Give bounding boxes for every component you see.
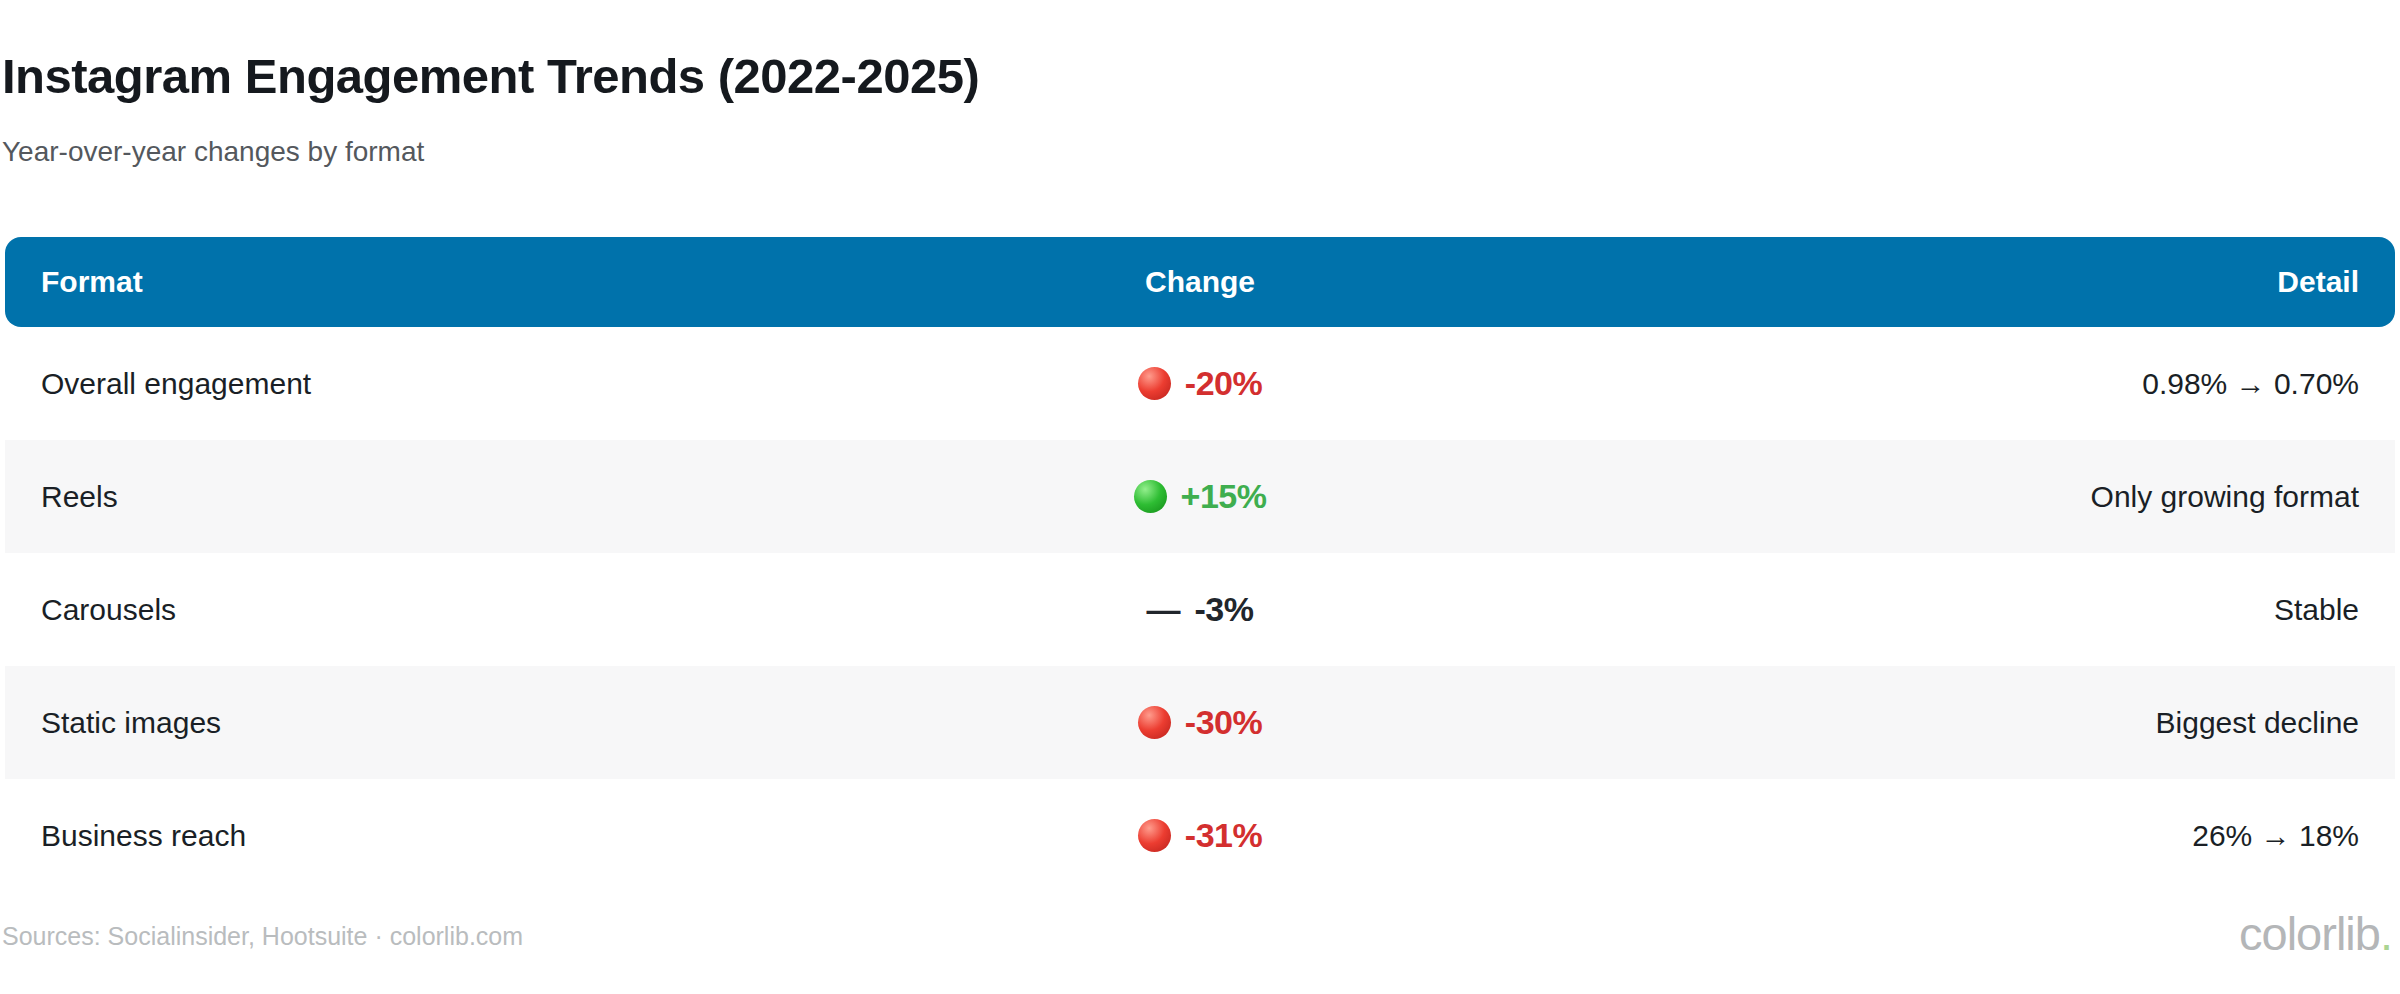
detail-cell: Biggest decline [1410, 706, 2395, 740]
change-value: -31% [1185, 816, 1262, 855]
table-row: Static images -30% Biggest decline [5, 666, 2395, 779]
detail-cell: 0.98% → 0.70% [1410, 367, 2395, 401]
format-cell: Static images [5, 706, 990, 740]
negative-circle-icon [1138, 819, 1171, 852]
table-row: Business reach -31% 26% → 18% [5, 779, 2395, 892]
format-cell: Overall engagement [5, 367, 990, 401]
colorlib-logo: colorlib. [2239, 906, 2392, 961]
change-cell: -20% [990, 364, 1410, 403]
detail-cell: Only growing format [1410, 480, 2395, 514]
change-cell: -31% [990, 816, 1410, 855]
change-wrap: -20% [1138, 364, 1262, 403]
change-wrap: -31% [1138, 816, 1262, 855]
negative-circle-icon [1138, 706, 1171, 739]
change-value: -3% [1195, 590, 1254, 629]
format-cell: Reels [5, 480, 990, 514]
change-cell: -30% [990, 703, 1410, 742]
positive-circle-icon [1134, 480, 1167, 513]
change-wrap: +15% [1134, 477, 1267, 516]
change-value: +15% [1181, 477, 1267, 516]
detail-cell: Stable [1410, 593, 2395, 627]
page-title: Instagram Engagement Trends (2022-2025) [2, 48, 979, 104]
negative-circle-icon [1138, 367, 1171, 400]
change-cell: — -3% [990, 590, 1410, 629]
colorlib-logo-text: colorlib [2239, 907, 2380, 960]
change-wrap: -30% [1138, 703, 1262, 742]
sources-note: Sources: Socialinsider, Hootsuite · colo… [2, 922, 523, 951]
table-row: Reels +15% Only growing format [5, 440, 2395, 553]
detail-cell: 26% → 18% [1410, 819, 2395, 853]
column-header-detail: Detail [1410, 265, 2395, 299]
colorlib-logo-dot: . [2380, 907, 2392, 960]
table-row: Overall engagement -20% 0.98% → 0.70% [5, 327, 2395, 440]
neutral-dash-icon: — [1147, 593, 1181, 626]
change-wrap: — -3% [1147, 590, 1254, 629]
change-cell: +15% [990, 477, 1410, 516]
change-value: -20% [1185, 364, 1262, 403]
table-body: Overall engagement -20% 0.98% → 0.70% Re… [5, 327, 2395, 892]
column-header-format: Format [5, 265, 990, 299]
format-cell: Carousels [5, 593, 990, 627]
table-header-row: Format Change Detail [5, 237, 2395, 327]
change-value: -30% [1185, 703, 1262, 742]
format-cell: Business reach [5, 819, 990, 853]
column-header-change: Change [990, 265, 1410, 299]
engagement-table: Format Change Detail Overall engagement … [5, 237, 2395, 892]
page-subtitle: Year-over-year changes by format [2, 136, 424, 168]
table-row: Carousels — -3% Stable [5, 553, 2395, 666]
